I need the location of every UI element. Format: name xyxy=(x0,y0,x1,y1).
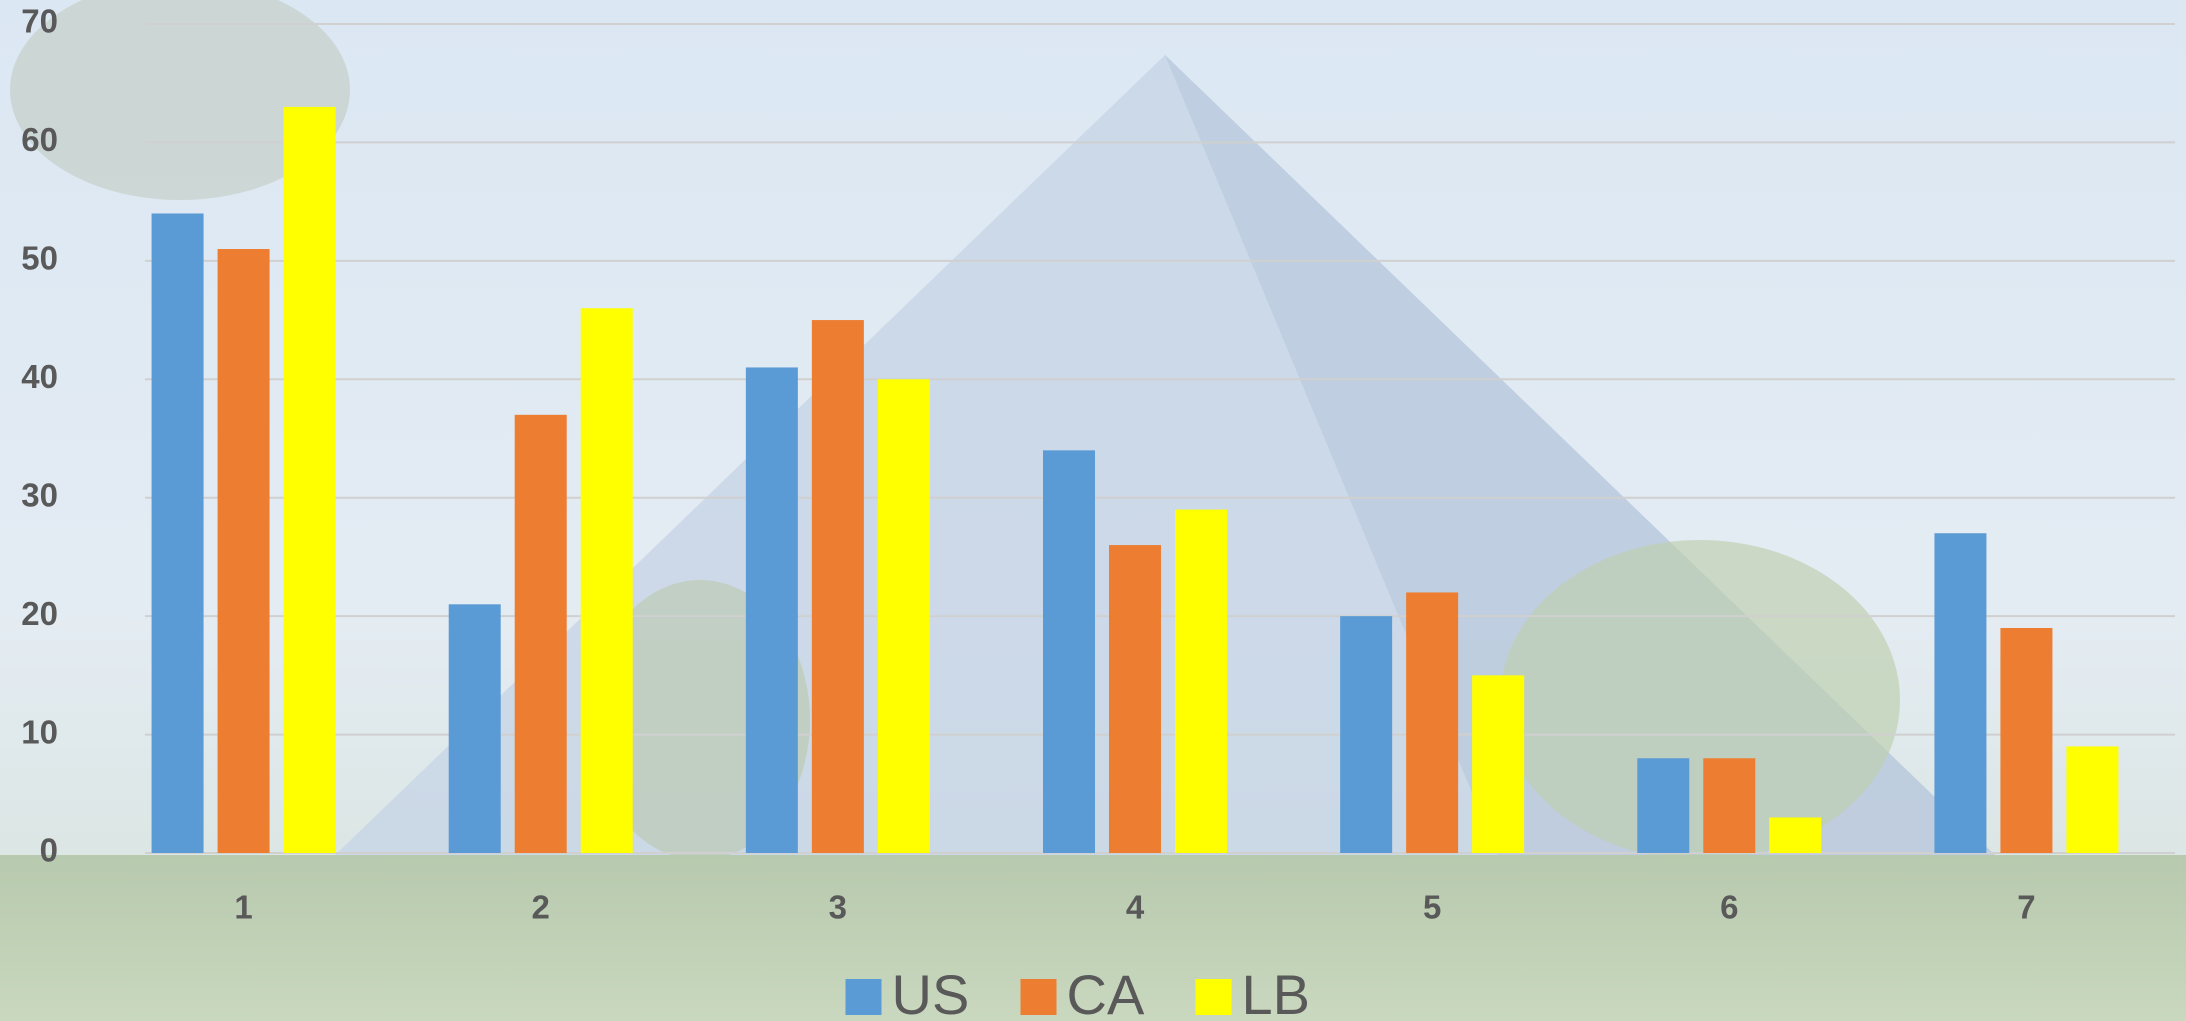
tree xyxy=(10,0,350,200)
bar xyxy=(1109,545,1161,853)
legend-swatch xyxy=(1020,979,1057,1015)
x-tick-label: 6 xyxy=(1720,889,1738,926)
bar xyxy=(151,213,204,853)
legend-label: CA xyxy=(1067,963,1145,1021)
bar xyxy=(283,106,336,853)
y-tick-label: 70 xyxy=(21,3,58,40)
bar xyxy=(2000,627,2053,853)
legend: US CA LB xyxy=(845,963,1311,1021)
x-tick-label: 5 xyxy=(1423,889,1441,926)
ground xyxy=(0,855,2186,1021)
bar xyxy=(1175,509,1227,853)
legend-swatch xyxy=(1195,979,1232,1015)
y-tick-label: 20 xyxy=(21,595,58,632)
legend-label: LB xyxy=(1242,963,1311,1021)
bar xyxy=(514,414,567,853)
x-tick-label: 1 xyxy=(234,889,252,926)
bar xyxy=(580,308,633,853)
x-tick-label: 2 xyxy=(532,889,550,926)
legend-label: US xyxy=(892,963,970,1021)
bar xyxy=(877,379,930,853)
bar xyxy=(1472,675,1525,853)
bar xyxy=(2066,746,2119,853)
legend-swatch xyxy=(845,979,882,1015)
bar xyxy=(811,320,864,854)
bar xyxy=(1340,616,1393,853)
y-tick-label: 30 xyxy=(21,476,58,513)
bar xyxy=(745,367,798,853)
y-tick-label: 10 xyxy=(21,713,58,750)
bar xyxy=(1703,758,1756,853)
x-tick-label: 7 xyxy=(2017,889,2035,926)
x-tick-label: 3 xyxy=(829,889,847,926)
bar xyxy=(1769,817,1822,853)
y-tick-label: 60 xyxy=(21,121,58,158)
y-tick-label: 0 xyxy=(40,832,58,869)
y-tick-label: 50 xyxy=(21,240,58,277)
bar xyxy=(1043,450,1095,853)
x-tick-label: 4 xyxy=(1126,889,1145,926)
bar xyxy=(1406,592,1459,853)
y-tick-label: 40 xyxy=(21,358,58,395)
plot-area: 0 10 20 30 40 50 60 70 1 2 3 4 5 6 7 xyxy=(21,3,2175,926)
bar xyxy=(217,249,270,853)
bar xyxy=(448,604,501,853)
bar xyxy=(1934,533,1987,853)
tree xyxy=(1500,540,1900,860)
bar xyxy=(1637,758,1690,853)
